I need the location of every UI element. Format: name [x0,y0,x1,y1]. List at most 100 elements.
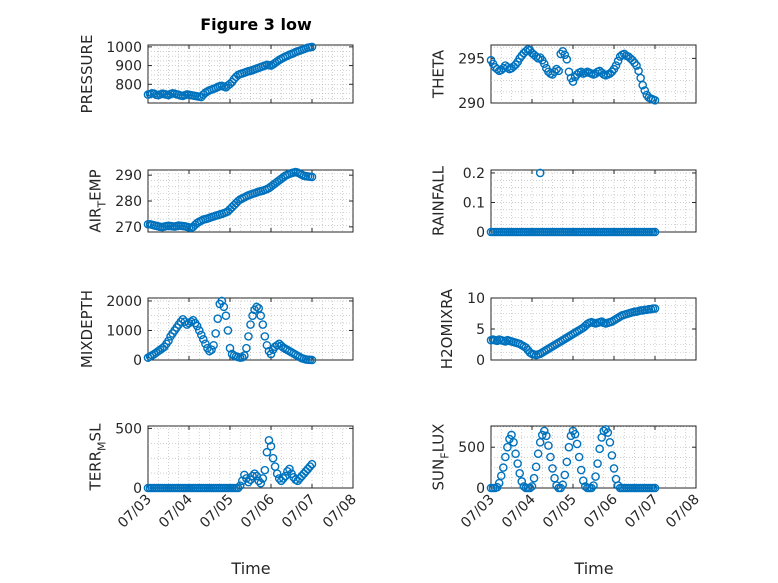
data-point [542,431,551,441]
y-axis-label-main: RAINFALL [430,165,448,236]
data-point [558,480,568,490]
data-point [517,477,527,486]
subplot-h2omixra: 0 5 10 H2OMIXRA [438,288,697,369]
data-point [599,426,609,436]
data-point [531,462,541,472]
data-point [260,465,270,475]
y-tick-label: 500 [458,440,485,456]
x-tick-label: 07/08 [663,492,703,532]
y-axis-label-main: H2OMIXRA [438,288,456,369]
data-point [650,304,660,313]
data-point [262,447,272,457]
data-point [211,329,220,338]
y-axis-label: RAINFALL [430,165,448,236]
y-tick-label: 270 [115,220,142,236]
data-point [223,326,233,335]
subplot-pressure: 800 900 1000 PRESSURE [78,35,354,113]
data-point [246,320,255,329]
data-point [632,61,641,70]
y-axis-label-subscript: M [96,441,109,451]
data-point [221,311,231,321]
x-tick-label: 07/05 [540,492,580,532]
y-tick-label: 800 [115,77,142,93]
data-point [242,343,251,353]
data-point [527,482,537,491]
data-point [544,441,553,450]
x-axis-label-right: Time [573,559,613,578]
data-point [186,317,196,326]
data-point [568,77,578,86]
y-axis-label: AIRTEMP [87,169,109,232]
data-point [307,355,317,365]
x-tick-label: 07/03 [115,492,155,532]
data-point [209,340,218,350]
data-point [240,351,249,360]
data-point [525,483,535,493]
data-point [572,439,582,449]
y-tick-label: 2000 [106,294,142,310]
data-point [603,428,613,437]
y-tick-label: 0 [476,225,485,241]
data-point [589,481,598,490]
y-tick-label: 5 [476,322,485,338]
y-tick-label: 0 [133,353,142,369]
axes-background [490,44,697,104]
data-point [260,332,270,341]
x-tick-label: 07/06 [238,491,278,531]
y-axis-label: MIXDEPTH [78,290,96,368]
data-point [254,304,264,313]
data-point [213,314,222,323]
data-point [607,451,617,460]
data-point [591,472,600,481]
data-point [640,86,650,95]
x-tick-label: 07/07 [279,492,319,532]
data-point [244,332,253,341]
data-point [515,469,525,478]
series-markers [143,436,317,493]
data-point [244,477,253,487]
y-tick-label: 500 [115,421,142,437]
data-point [570,429,580,439]
data-point [537,430,547,440]
data-point [492,482,502,492]
data-point [535,168,545,178]
subplot-mixdepth: 0 1000 2000 MIXDEPTH [78,290,354,369]
data-point [266,349,276,359]
y-tick-label: 0 [476,353,485,369]
data-point [560,470,570,480]
data-point [250,469,259,478]
data-point [605,438,615,447]
y-axis-label: H2OMIXRA [438,288,456,369]
data-point [562,457,572,467]
data-point [256,311,266,321]
data-point [650,227,660,237]
y-tick-label: 0.1 [463,195,485,211]
data-point [593,459,602,468]
data-point [595,444,604,454]
data-point [529,473,539,483]
data-point [578,476,588,485]
x-tick-label: 07/04 [499,491,539,531]
y-axis-label-main: THETA [430,49,448,99]
y-tick-label: 0.2 [463,166,485,182]
data-point [546,452,555,462]
data-point [501,452,510,462]
data-point [498,463,508,472]
data-point [509,438,518,447]
x-tick-label: 07/08 [320,492,360,532]
series-markers [143,42,317,102]
subplot-theta: 290 295 THETA [430,44,697,112]
series-markers [486,45,660,105]
y-tick-label: 0 [133,481,142,497]
data-point [201,339,210,349]
data-point [258,320,268,329]
data-point [199,335,208,344]
data-point [511,449,520,459]
x-tick-label: 07/06 [581,491,621,531]
series-markers [486,168,660,237]
data-point [285,464,294,474]
y-tick-label: 290 [458,96,485,112]
data-point [205,346,214,356]
x-tick-label: 07/04 [156,491,196,531]
